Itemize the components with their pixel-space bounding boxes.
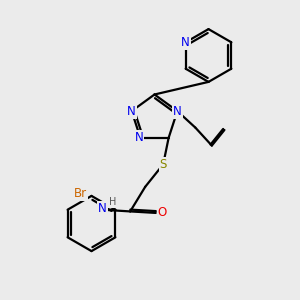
Text: N: N [98,202,107,215]
Text: S: S [160,158,167,171]
Text: Br: Br [74,187,87,200]
Text: N: N [134,131,143,144]
Text: O: O [158,206,167,219]
Text: N: N [181,36,190,49]
Text: H: H [109,197,116,207]
Text: N: N [127,105,136,118]
Text: N: N [173,105,182,118]
